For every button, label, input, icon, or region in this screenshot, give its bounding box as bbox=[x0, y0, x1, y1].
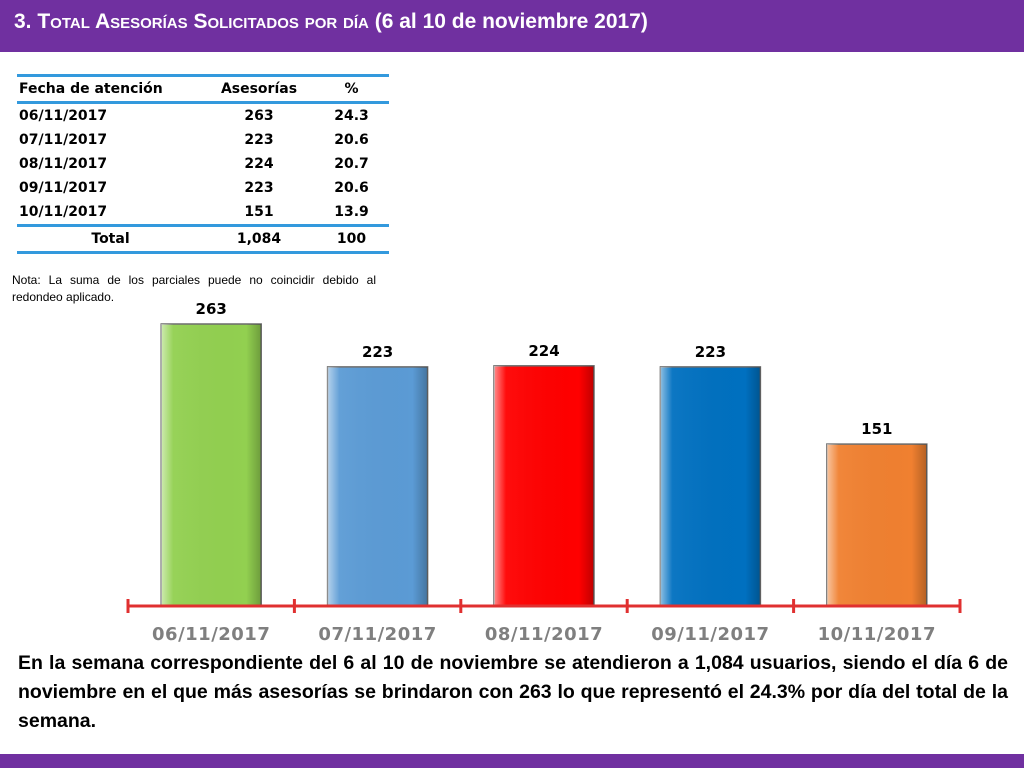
cell-percent: 13.9 bbox=[334, 204, 369, 220]
bar-chart: 263 06/11/2017 223 07/11/2017 224 08/11/2017 2… bbox=[126, 300, 962, 645]
cell-date: 08/11/2017 bbox=[19, 156, 108, 172]
footnote: Nota: La suma de los parciales puede no … bbox=[12, 273, 376, 304]
bar-shine bbox=[161, 324, 262, 606]
table-total-row: Total 1,084 100 bbox=[17, 225, 389, 253]
data-label: 151 bbox=[861, 420, 892, 438]
category-label: 07/11/2017 bbox=[318, 624, 436, 645]
cell-count: 151 bbox=[244, 204, 274, 220]
data-label: 263 bbox=[196, 300, 227, 318]
cell-count: 224 bbox=[244, 156, 274, 172]
data-label: 224 bbox=[528, 342, 559, 360]
category-label: 06/11/2017 bbox=[152, 624, 270, 645]
data-label: 223 bbox=[695, 343, 726, 361]
category-label: 10/11/2017 bbox=[818, 624, 936, 645]
data-table: Fecha de atención Asesorías % 06/11/2017… bbox=[17, 74, 389, 254]
data-label: 223 bbox=[362, 343, 393, 361]
total-count: 1,084 bbox=[236, 231, 282, 247]
cell-percent: 24.3 bbox=[334, 108, 369, 124]
table-row: 07/11/2017 223 20.6 bbox=[17, 128, 389, 152]
title-number: 3. bbox=[14, 10, 32, 33]
table-row: 06/11/2017 263 24.3 bbox=[17, 103, 389, 129]
bar-shine bbox=[494, 365, 594, 606]
column-header-count: Asesorías bbox=[220, 81, 298, 97]
cell-count: 223 bbox=[244, 180, 274, 196]
cell-percent: 20.7 bbox=[334, 156, 369, 172]
category-label: 09/11/2017 bbox=[651, 624, 769, 645]
cell-date: 09/11/2017 bbox=[19, 180, 108, 196]
table-row: 08/11/2017 224 20.7 bbox=[17, 152, 389, 176]
category-label: 08/11/2017 bbox=[485, 624, 603, 645]
table-row: 10/11/2017 151 13.9 bbox=[17, 200, 389, 226]
footer-bar bbox=[0, 754, 1024, 768]
summary-text: En la semana correspondiente del 6 al 10… bbox=[18, 652, 1008, 732]
cell-percent: 20.6 bbox=[334, 132, 369, 148]
cell-date: 06/11/2017 bbox=[19, 108, 108, 124]
cell-date: 10/11/2017 bbox=[19, 204, 108, 220]
total-percent: 100 bbox=[336, 231, 367, 247]
table-header-row: Fecha de atención Asesorías % bbox=[17, 75, 389, 103]
total-label: Total bbox=[91, 231, 130, 247]
table-row: 09/11/2017 223 20.6 bbox=[17, 176, 389, 200]
cell-date: 07/11/2017 bbox=[19, 132, 108, 148]
cell-percent: 20.6 bbox=[334, 180, 369, 196]
bar-shine bbox=[826, 444, 927, 606]
bar-shine bbox=[327, 366, 428, 606]
cell-count: 223 bbox=[244, 132, 274, 148]
header-bar: 3. Total Asesorías Solicitados por día (… bbox=[0, 0, 1024, 52]
title-range: (6 al 10 de noviembre 2017) bbox=[374, 10, 648, 33]
title-text: Total Asesorías Solicitados por día bbox=[37, 10, 369, 33]
cell-count: 263 bbox=[244, 108, 274, 124]
column-header-date: Fecha de atención bbox=[19, 81, 163, 97]
bar-shine bbox=[660, 366, 761, 606]
column-header-percent: % bbox=[344, 81, 359, 97]
page-title: 3. Total Asesorías Solicitados por día (… bbox=[14, 10, 648, 34]
